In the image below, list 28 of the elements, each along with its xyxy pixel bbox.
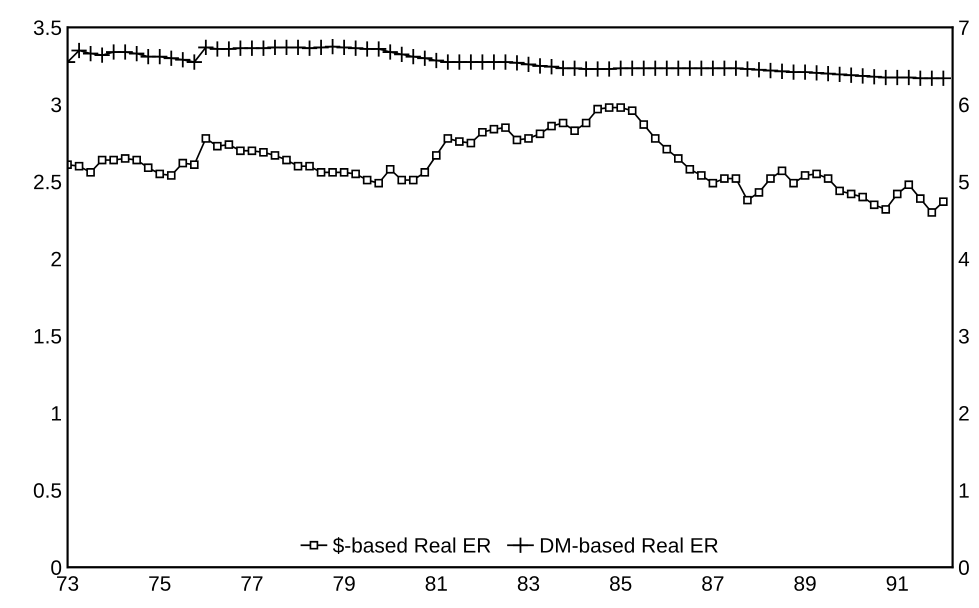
y-tick-label: 3 — [51, 97, 62, 112]
x-tick-label: 91 — [886, 576, 908, 591]
legend-label: DM-based Real ER — [540, 537, 718, 553]
legend-label: $-based Real ER — [332, 537, 490, 554]
y-tick-label: 1 — [52, 406, 61, 421]
x-tick-label: 75 — [149, 576, 170, 591]
y2-tick-label: 0 — [958, 560, 969, 576]
y2-tick-label: 7 — [959, 20, 969, 35]
y-tick-label: 0 — [51, 560, 62, 576]
y2-tick-label: 4 — [958, 252, 970, 266]
x-tick-label: 83 — [518, 576, 540, 591]
y2-tick-label: 6 — [959, 97, 969, 112]
x-tick-label: 85 — [610, 576, 632, 591]
y2-tick-label: 2 — [959, 406, 969, 421]
y2-tick-label: 5 — [958, 174, 969, 190]
y-tick-label: 1.5 — [34, 329, 62, 344]
y2-tick-label: 1 — [960, 483, 969, 498]
x-tick-label: 87 — [702, 576, 724, 591]
x-tick-label: 73 — [57, 576, 78, 591]
x-tick-label: 77 — [241, 576, 262, 591]
y2-tick-label: 3 — [958, 328, 969, 344]
x-tick-label: 79 — [334, 576, 355, 591]
y-tick-label: 0.5 — [34, 483, 62, 498]
y-tick-label: 2 — [51, 252, 61, 266]
y-tick-label: 3.5 — [34, 20, 62, 36]
y-tick-label: 2.5 — [34, 174, 62, 190]
x-tick-label: 81 — [426, 576, 447, 591]
x-tick-label: 89 — [794, 576, 816, 591]
